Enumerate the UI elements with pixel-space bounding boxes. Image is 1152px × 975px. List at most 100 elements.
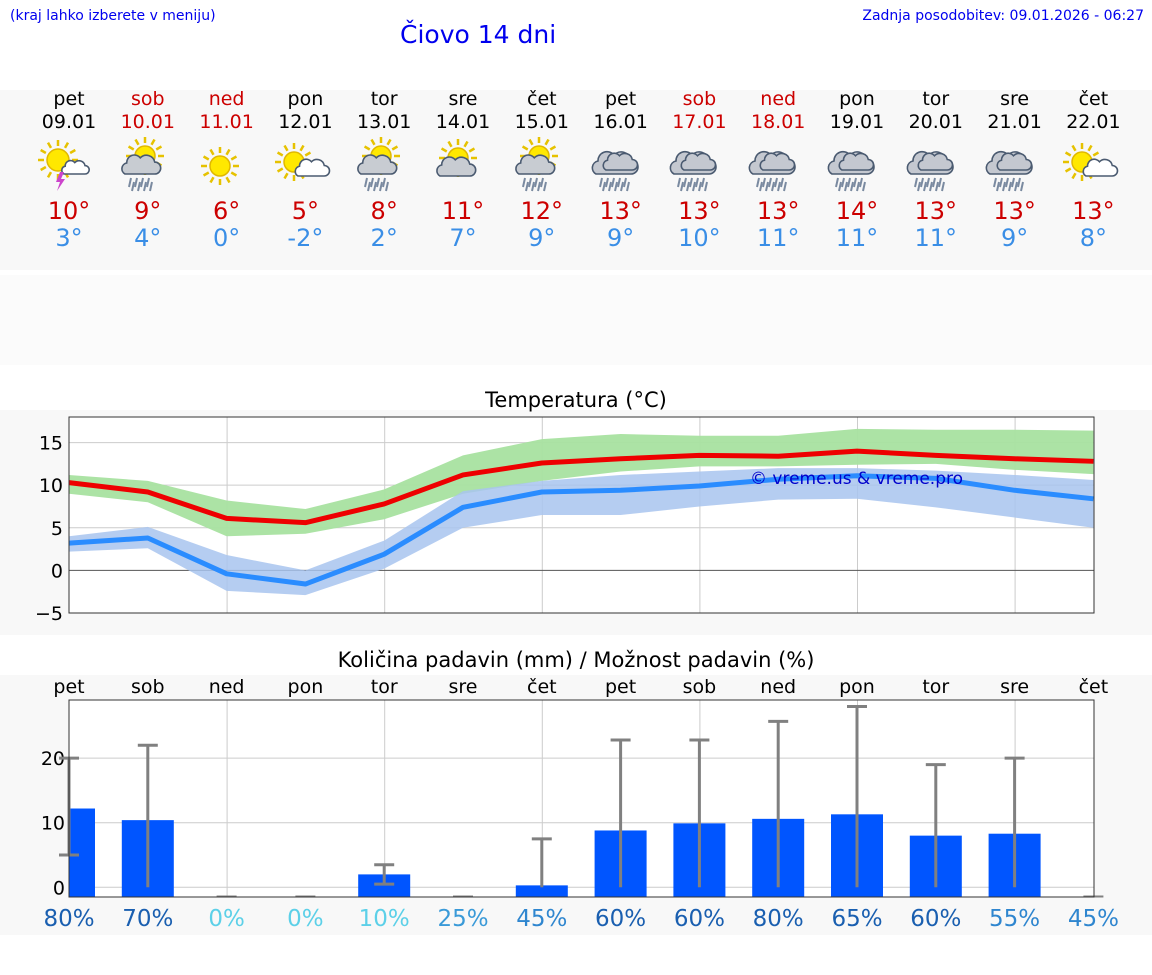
- x-day-label: sre: [449, 676, 478, 698]
- x-day-label: pet: [53, 676, 84, 698]
- day-column: sre 21.01 13° 9°: [970, 88, 1060, 252]
- precip-bar: [69, 808, 95, 897]
- precip-probability: 10%: [359, 906, 410, 932]
- temperature-chart: −5 0 5 10 15 © vreme.us & vreme.pro: [35, 416, 1095, 625]
- day-column: tor 13.01 8° 2°: [339, 88, 429, 252]
- precip-probability: 0%: [287, 906, 324, 932]
- sun-small-cloud-icon: [275, 143, 331, 181]
- min-range-band: [69, 468, 1094, 596]
- day-name: sob: [131, 88, 165, 110]
- precipitation-chart: pet sob ned pon tor sre čet pet sob ned pon tor sre č…: [41, 676, 1119, 932]
- min-temp: 2°: [370, 224, 398, 252]
- sun-cloud-rain-icon: [357, 137, 401, 192]
- min-temp: 4°: [134, 224, 162, 252]
- day-date: 20.01: [908, 111, 963, 133]
- day-column: pon 19.01 14° 11°: [812, 88, 902, 252]
- sun-cloud-thunder-icon: [38, 140, 90, 191]
- header-left-note: (kraj lahko izberete v meniju): [10, 8, 216, 24]
- day-column: pet 09.01 10° 3°: [24, 88, 114, 252]
- day-date: 11.01: [199, 111, 254, 133]
- temperature-chart-title: Temperatura (°C): [485, 388, 667, 412]
- y-tick-label: 0: [51, 560, 63, 582]
- precip-probability: 45%: [1068, 906, 1119, 932]
- forecast-band: [0, 90, 1152, 270]
- day-date: 13.01: [356, 111, 412, 133]
- y-tick-label: 20: [41, 748, 65, 770]
- max-temp: 6°: [212, 197, 241, 225]
- x-day-label: pet: [605, 676, 636, 698]
- day-date: 14.01: [435, 111, 491, 133]
- precip-bar: [358, 874, 411, 897]
- cloud-rain-icon: [985, 150, 1033, 192]
- day-date: 16.01: [593, 111, 648, 133]
- day-date: 18.01: [750, 111, 806, 133]
- sun-cloud-icon: [436, 139, 477, 177]
- day-name: sob: [682, 88, 717, 110]
- day-name: pon: [287, 88, 324, 110]
- day-name: čet: [1078, 88, 1109, 110]
- y-tick-label: 5: [51, 518, 63, 540]
- spacer-band: [0, 275, 1152, 365]
- x-day-label: tor: [922, 676, 949, 698]
- y-tick-label: 10: [39, 475, 63, 497]
- max-temp: 12°: [520, 197, 564, 225]
- max-temp: 13°: [678, 197, 721, 225]
- day-columns: pet 09.01 10° 3° sob 10.01 9° 4° ned 11.01 6° 0° pon…: [0, 88, 1152, 258]
- cloud-rain-icon: [827, 150, 875, 192]
- max-temp: 9°: [134, 197, 162, 225]
- cloud-rain-icon: [748, 150, 796, 192]
- cloud-rain-icon: [748, 150, 796, 192]
- last-updated: Zadnja posodobitev: 09.01.2026 - 06:27: [862, 8, 1144, 24]
- precip-chart-title: Količina padavin (mm) / Možnost padavin …: [337, 648, 815, 672]
- sun-small-cloud-icon: [1063, 143, 1119, 181]
- day-column: ned 18.01 13° 11°: [733, 88, 823, 252]
- max-temp: 14°: [835, 197, 879, 225]
- sun-cloud-rain-icon: [514, 137, 558, 192]
- day-name: tor: [922, 88, 950, 110]
- day-column: čet 15.01 12° 9°: [497, 88, 587, 252]
- cloud-rain-icon: [591, 150, 639, 192]
- day-column: čet 22.01 13° 8°: [1048, 88, 1138, 252]
- precip-probability: 80%: [43, 906, 94, 932]
- y-tick-label: 15: [39, 433, 63, 455]
- x-day-label: sre: [1000, 676, 1029, 698]
- min-temp: 3°: [55, 224, 83, 252]
- x-day-label: čet: [527, 676, 557, 698]
- max-temp-line: [68, 448, 1094, 526]
- max-temp: 5°: [291, 197, 320, 225]
- day-name: pet: [604, 88, 637, 110]
- day-date: 10.01: [120, 111, 175, 133]
- day-column: sre 14.01 11° 7°: [418, 88, 508, 252]
- x-day-label: sob: [131, 676, 165, 698]
- day-date: 21.01: [987, 111, 1042, 133]
- min-temp: 8°: [1079, 224, 1108, 252]
- min-temp: 9°: [528, 224, 556, 252]
- day-name: ned: [760, 88, 797, 110]
- max-temp: 11°: [441, 197, 485, 225]
- watermark: © vreme.us & vreme.pro: [750, 469, 963, 489]
- min-temp: 9°: [1000, 224, 1029, 252]
- min-temp: -2°: [287, 224, 324, 252]
- max-range-band: [69, 428, 1094, 537]
- sun-small-cloud-icon: [275, 143, 331, 181]
- day-column: ned 11.01 6° 0°: [182, 88, 272, 252]
- day-date: 12.01: [278, 111, 333, 133]
- precip-probability: 45%: [516, 906, 567, 932]
- precip-probability: 55%: [989, 906, 1040, 932]
- page-title: Čiovo 14 dni: [400, 20, 557, 49]
- max-temp: 13°: [914, 197, 958, 225]
- plot-frame: [68, 699, 1095, 898]
- sun-cloud-thunder-icon: [38, 140, 90, 191]
- day-name: čet: [527, 88, 557, 110]
- min-temp: 10°: [678, 224, 721, 252]
- cloud-rain-icon: [591, 150, 639, 192]
- x-day-label: ned: [209, 676, 245, 698]
- min-temp: 11°: [914, 224, 958, 252]
- min-temp-line: [68, 473, 1094, 587]
- cloud-rain-icon: [827, 150, 875, 192]
- sun-cloud-rain-icon: [357, 137, 401, 192]
- cloud-rain-icon: [670, 150, 718, 192]
- max-temp: 13°: [1072, 197, 1115, 225]
- min-temp: 9°: [606, 224, 635, 252]
- y-tick-label: 0: [53, 877, 65, 899]
